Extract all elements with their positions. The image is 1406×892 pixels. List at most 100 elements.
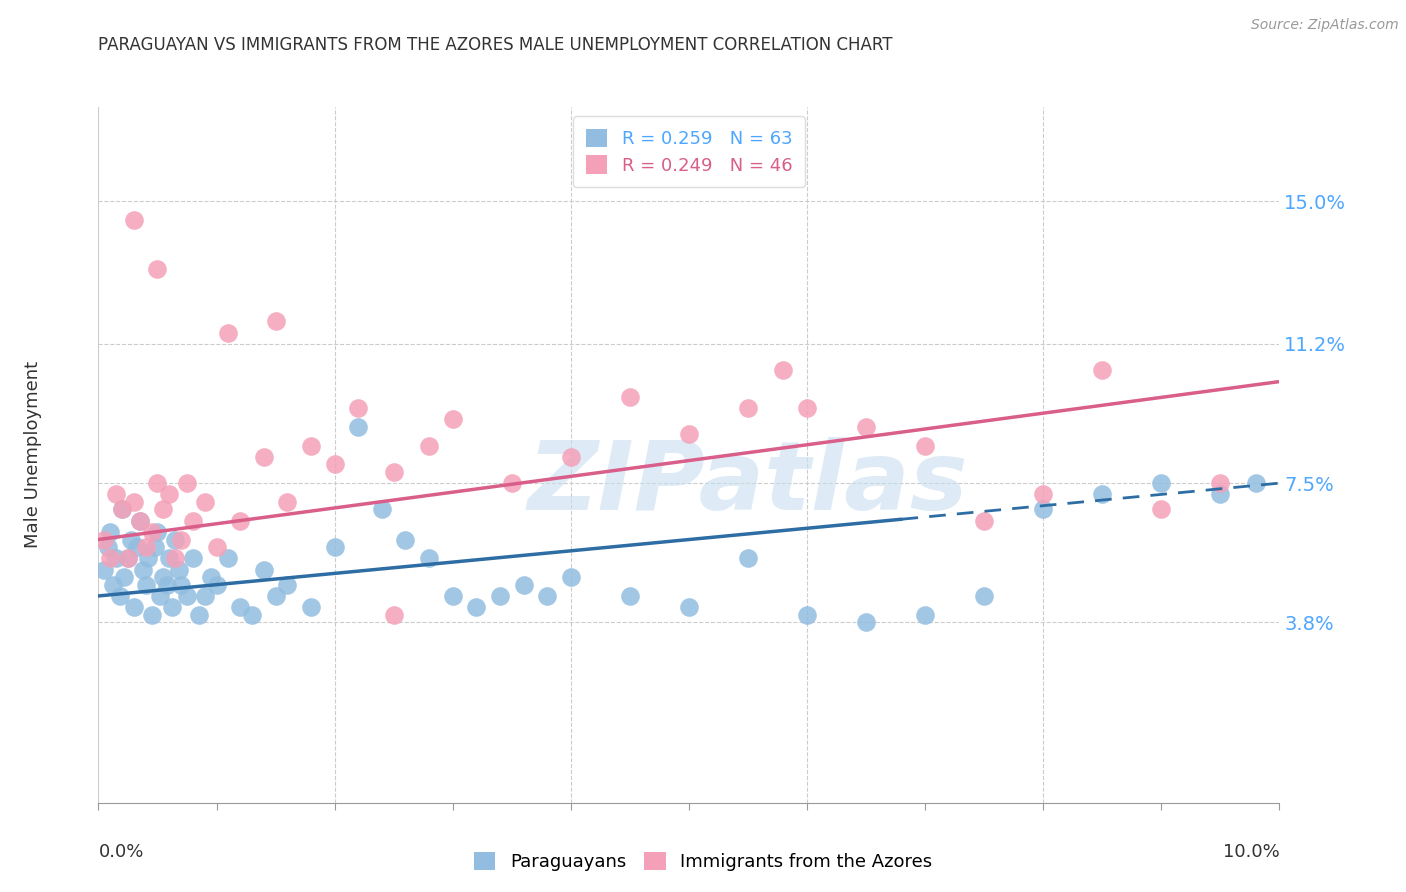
Point [501, 476, 523, 491]
Point [1150, 476, 1173, 491]
Point [152, 570, 174, 584]
Point [111, 502, 134, 516]
Point [157, 551, 180, 566]
Point [394, 533, 416, 547]
Point [678, 600, 700, 615]
Point [678, 427, 700, 442]
Point [181, 514, 204, 528]
Point [146, 524, 169, 539]
Point [160, 600, 183, 615]
Point [737, 551, 759, 566]
Point [264, 589, 287, 603]
Point [194, 495, 217, 509]
Point [347, 401, 370, 415]
Point [117, 551, 139, 566]
Point [157, 487, 180, 501]
Text: Source: ZipAtlas.com: Source: ZipAtlas.com [1251, 18, 1399, 32]
Point [299, 438, 322, 452]
Point [1244, 476, 1267, 491]
Text: 0.0%: 0.0% [98, 843, 143, 861]
Point [441, 589, 464, 603]
Point [93, 563, 115, 577]
Point [181, 551, 204, 566]
Point [149, 589, 172, 603]
Point [205, 540, 228, 554]
Point [1091, 487, 1114, 501]
Point [1150, 502, 1173, 516]
Point [253, 450, 276, 464]
Point [619, 589, 641, 603]
Point [170, 533, 193, 547]
Point [105, 487, 128, 501]
Point [217, 551, 239, 566]
Point [855, 419, 877, 434]
Point [146, 476, 169, 491]
Point [132, 563, 155, 577]
Point [217, 326, 239, 340]
Point [135, 577, 157, 591]
Point [418, 551, 440, 566]
Point [194, 589, 217, 603]
Legend: R = 0.259   N = 63, R = 0.249   N = 46: R = 0.259 N = 63, R = 0.249 N = 46 [572, 116, 806, 187]
Point [973, 589, 995, 603]
Point [187, 607, 209, 622]
Point [141, 607, 163, 622]
Point [465, 600, 488, 615]
Point [112, 570, 135, 584]
Text: ZIPatlas: ZIPatlas [527, 436, 969, 530]
Point [914, 607, 936, 622]
Text: 10.0%: 10.0% [1223, 843, 1279, 861]
Point [855, 615, 877, 630]
Point [141, 524, 163, 539]
Point [914, 438, 936, 452]
Point [128, 514, 150, 528]
Point [176, 589, 198, 603]
Point [117, 551, 139, 566]
Point [127, 540, 149, 554]
Point [418, 438, 440, 452]
Point [253, 563, 276, 577]
Point [156, 577, 179, 591]
Point [560, 570, 582, 584]
Point [97, 540, 120, 554]
Point [136, 551, 159, 566]
Point [122, 212, 145, 227]
Point [135, 540, 157, 554]
Point [382, 465, 405, 479]
Point [264, 314, 287, 328]
Point [167, 563, 190, 577]
Text: Male Unemployment: Male Unemployment [24, 361, 42, 549]
Point [152, 502, 174, 516]
Point [122, 495, 145, 509]
Point [101, 577, 124, 591]
Point [128, 514, 150, 528]
Point [796, 607, 818, 622]
Text: PARAGUAYAN VS IMMIGRANTS FROM THE AZORES MALE UNEMPLOYMENT CORRELATION CHART: PARAGUAYAN VS IMMIGRANTS FROM THE AZORES… [98, 36, 893, 54]
Point [973, 514, 995, 528]
Point [441, 412, 464, 426]
Point [276, 577, 298, 591]
Legend: Paraguayans, Immigrants from the Azores: Paraguayans, Immigrants from the Azores [467, 845, 939, 879]
Point [619, 390, 641, 404]
Point [276, 495, 298, 509]
Point [737, 401, 759, 415]
Point [1209, 487, 1232, 501]
Point [170, 577, 193, 591]
Point [165, 551, 187, 566]
Point [1091, 363, 1114, 377]
Point [200, 570, 222, 584]
Point [240, 607, 263, 622]
Point [1032, 502, 1054, 516]
Point [1209, 476, 1232, 491]
Point [98, 551, 121, 566]
Point [796, 401, 818, 415]
Point [108, 589, 131, 603]
Point [229, 600, 252, 615]
Point [560, 450, 582, 464]
Point [371, 502, 394, 516]
Point [382, 607, 405, 622]
Point [122, 600, 145, 615]
Point [323, 540, 346, 554]
Point [512, 577, 534, 591]
Point [143, 540, 166, 554]
